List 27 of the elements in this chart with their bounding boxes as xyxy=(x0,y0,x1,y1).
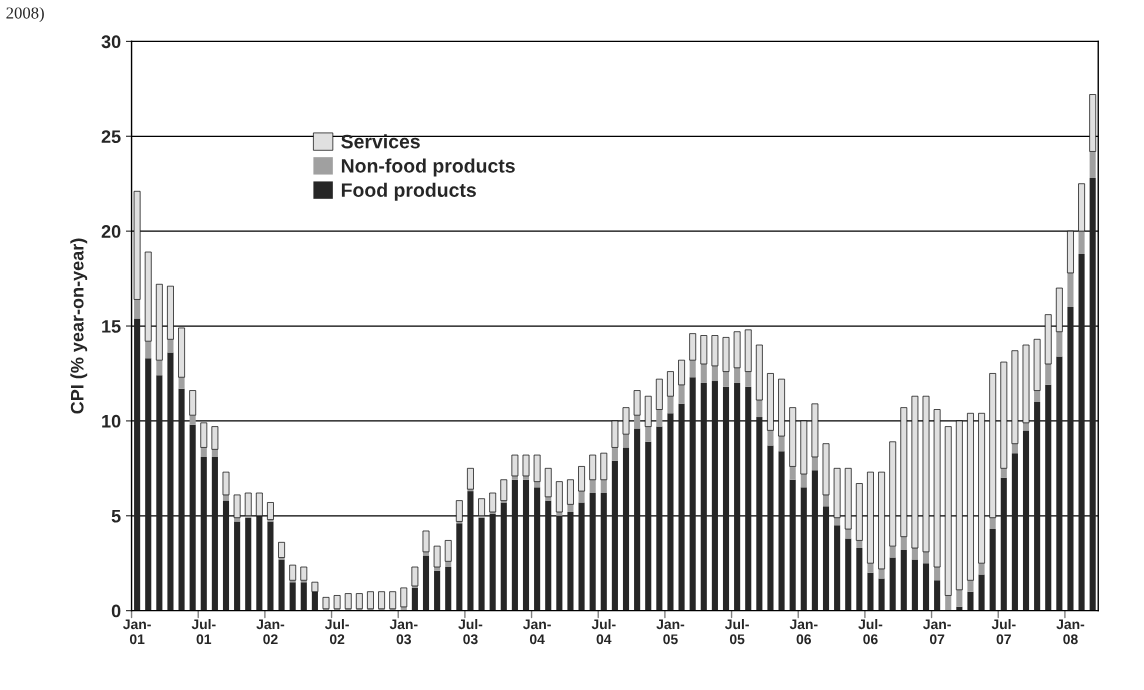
x-tick-label: Jul-03 xyxy=(458,618,483,645)
x-tick-label: Jul-05 xyxy=(724,618,749,645)
x-tick-label: Jan-06 xyxy=(789,619,818,645)
x-tick-label: Jan-07 xyxy=(923,619,951,645)
y-tick-label: 15 xyxy=(102,320,121,333)
x-tick-label: Jul-04 xyxy=(591,618,616,645)
text: 2008) xyxy=(6,6,44,23)
y-axis-title: CPI (% year-on-year) xyxy=(70,238,88,414)
legend-label: Non-food products xyxy=(341,158,515,177)
y-tick-label: 0 xyxy=(111,604,121,618)
y-tick-label: 10 xyxy=(102,414,121,428)
x-tick-label: Jul-07 xyxy=(991,618,1016,645)
x-tick-label: Jul-02 xyxy=(324,618,349,645)
legend-label: Services xyxy=(341,134,420,149)
y-tick-label: 30 xyxy=(101,35,121,49)
x-tick-label: Jul-06 xyxy=(858,618,883,645)
y-tick-label: 25 xyxy=(101,130,121,143)
x-tick-label: Jan-03 xyxy=(389,619,418,645)
x-tick-label: Jan-05 xyxy=(656,619,685,645)
x-tick-label: Jan-04 xyxy=(523,619,551,645)
y-tick-label: 20 xyxy=(101,225,121,238)
legend-label: Food products xyxy=(341,182,476,201)
x-tick-label: Jul-01 xyxy=(191,618,216,645)
x-tick-label: Jan-01 xyxy=(123,619,151,645)
x-tick-label: Jan-02 xyxy=(256,619,285,645)
x-tick-label: Jan-08 xyxy=(1056,619,1085,645)
y-tick-label: 5 xyxy=(111,509,121,523)
